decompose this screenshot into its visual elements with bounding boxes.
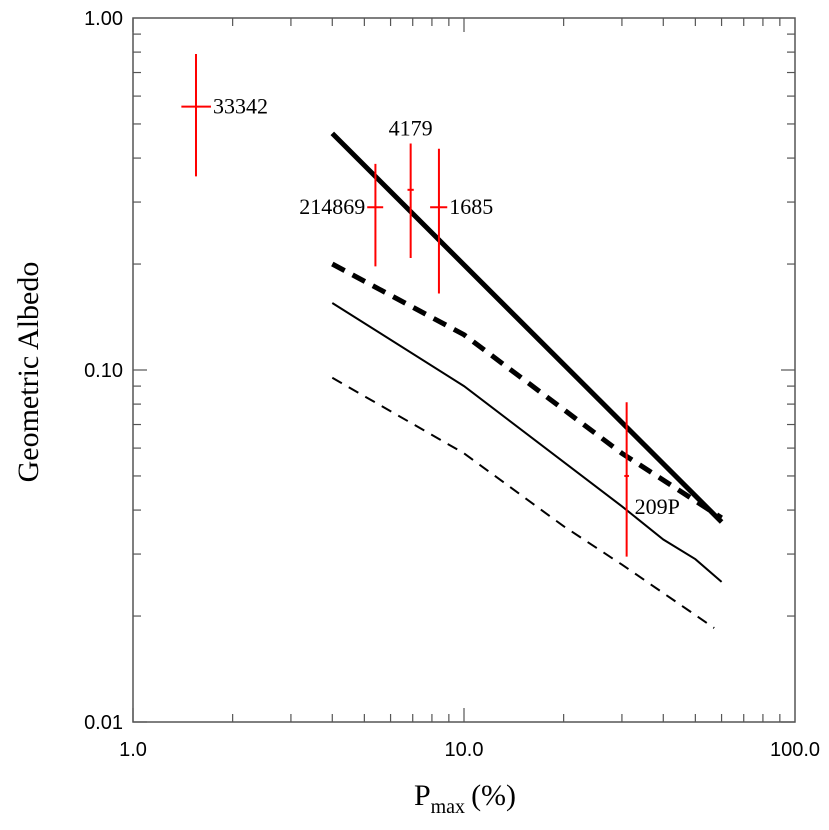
axis-ticks — [132, 18, 795, 723]
x-axis-title-main: P — [414, 779, 431, 812]
y-tick-label: 0.10 — [84, 360, 123, 382]
point-label: 33342 — [213, 94, 268, 119]
plot-border — [132, 17, 796, 723]
data-point-33342: 33342 — [181, 54, 268, 177]
point-label: 1685 — [449, 194, 493, 219]
x-axis-title-unit: (%) — [471, 779, 516, 812]
model-curves — [330, 131, 724, 629]
axis-tick-labels: 1.0 10.0 100.0 0.01 0.10 1.00 — [84, 8, 820, 761]
data-point-214869: 214869 — [299, 163, 384, 267]
data-point-209P: 209P — [624, 402, 680, 557]
data-point-1685: 1685 — [430, 148, 493, 294]
curve-thick-dashed — [331, 261, 723, 520]
y-tick-label: 1.00 — [84, 8, 123, 30]
plot-frame — [132, 17, 796, 723]
data-point-4179: 4179 — [389, 116, 433, 259]
x-tick-label: 1.0 — [119, 739, 147, 761]
point-label: 214869 — [299, 194, 365, 219]
y-tick-label: 0.01 — [84, 712, 123, 734]
y-axis-title: Geometric Albedo — [12, 262, 45, 483]
curve-thin-solid — [331, 302, 723, 583]
point-label: 4179 — [389, 116, 433, 141]
x-tick-label: 100.0 — [770, 739, 820, 761]
curve-thick-solid — [330, 131, 724, 524]
x-tick-label: 10.0 — [445, 739, 484, 761]
point-label: 209P — [635, 494, 680, 519]
curve-thin-dashed — [331, 376, 715, 629]
x-axis-title-subscript: max — [431, 796, 465, 818]
x-axis-title: Pmax (%) — [414, 779, 516, 818]
asteroid-data-points: 33342 214869 4179 1685 209P — [181, 54, 680, 557]
